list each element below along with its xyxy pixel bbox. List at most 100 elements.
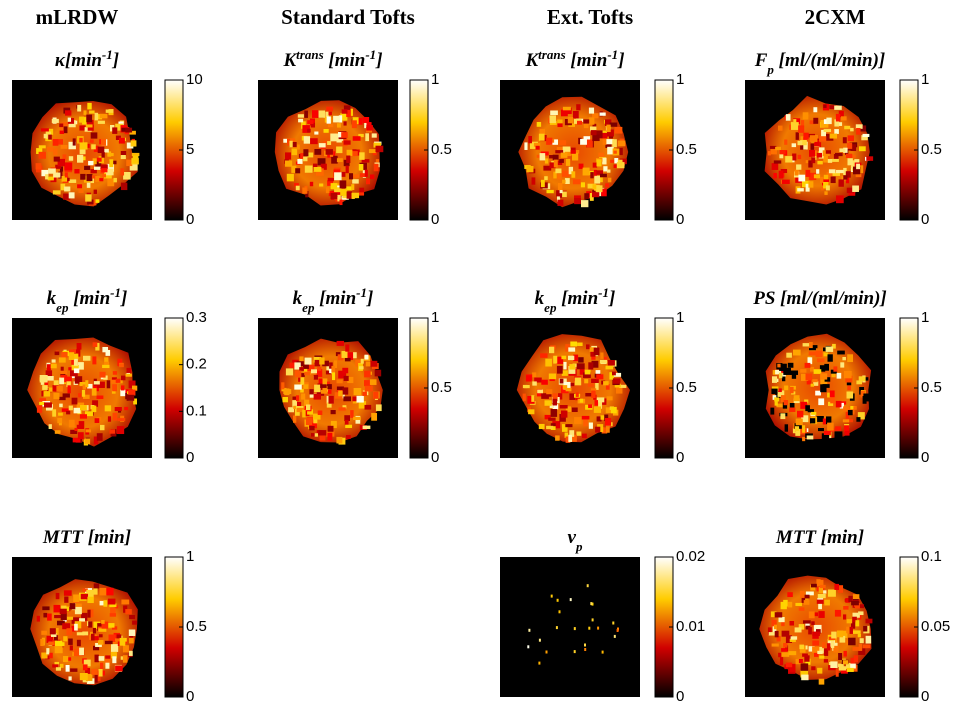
map-pixel: [808, 181, 813, 187]
map-pixel: [602, 158, 606, 165]
map-pixel: [337, 341, 344, 346]
map-pixel: [64, 590, 72, 595]
map-pixel: [105, 655, 110, 658]
map-pixel: [788, 651, 796, 655]
map-pixel: [590, 602, 592, 605]
title-part: -1: [607, 47, 618, 62]
map-pixel: [782, 377, 785, 382]
map-pixel: [121, 183, 127, 190]
map-pixel: [820, 373, 827, 379]
map-pixel: [834, 584, 839, 590]
parameter-map: [745, 318, 885, 458]
map-pixel: [370, 361, 377, 367]
map-pixel: [131, 140, 137, 146]
map-pixel: [106, 588, 113, 596]
map-pixel: [527, 166, 534, 172]
map-pixel: [75, 607, 82, 614]
map-pixel: [327, 433, 332, 441]
title-part: [min: [566, 50, 608, 71]
map-pixel: [100, 425, 104, 430]
map-pixel: [608, 178, 612, 183]
map-pixel: [824, 600, 830, 606]
map-pixel: [97, 433, 103, 441]
map-pixel: [54, 615, 62, 618]
title-part: ep: [544, 300, 557, 315]
map-pixel: [349, 173, 353, 179]
map-pixel: [602, 651, 604, 654]
map-pixel: [837, 631, 843, 638]
map-pixel: [784, 386, 788, 391]
map-pixel: [99, 588, 106, 596]
map-pixel: [523, 394, 526, 402]
map-pixel: [87, 182, 91, 187]
title-part: -1: [102, 47, 113, 62]
map-pixel: [124, 407, 128, 410]
parameter-map: [500, 557, 640, 697]
map-pixel: [826, 347, 834, 352]
map-pixel: [70, 603, 76, 609]
map-pixel: [314, 394, 321, 400]
map-pixel: [850, 627, 853, 634]
map-pixel: [65, 173, 68, 178]
map-pixel: [300, 377, 304, 385]
map-pixel: [566, 159, 570, 166]
map-pixel: [64, 187, 70, 192]
parameter-map: [12, 318, 152, 458]
map-pixel: [42, 385, 48, 390]
map-pixel: [284, 388, 289, 395]
map-pixel: [805, 363, 811, 368]
map-pixel: [557, 366, 563, 374]
map-pixel: [332, 372, 335, 380]
map-pixel: [100, 114, 108, 119]
map-pixel: [342, 368, 348, 373]
map-pixel: [53, 149, 57, 156]
map-pixel: [84, 166, 90, 170]
map-pixel: [105, 663, 109, 669]
map-pixel: [337, 123, 341, 127]
map-pixel: [127, 395, 135, 401]
map-pixel: [41, 128, 49, 131]
map-pixel: [53, 393, 59, 399]
map-pixel: [550, 115, 556, 123]
map-pixel: [779, 617, 785, 622]
map-pixel: [586, 140, 593, 148]
map-pixel: [43, 613, 47, 618]
map-pixel: [112, 656, 116, 663]
map-pixel: [848, 638, 855, 646]
map-pixel: [831, 632, 836, 639]
map-pixel: [826, 118, 831, 124]
map-pixel: [557, 147, 563, 151]
map-pixel: [42, 606, 49, 610]
map-pixel: [854, 159, 859, 162]
map-pixel: [847, 354, 853, 362]
title-part: -1: [356, 285, 367, 300]
figure: mLRDWStandard ToftsExt. Tofts2CXMκ[min-1…: [0, 0, 955, 705]
map-pixel: [120, 168, 124, 175]
map-pixel: [82, 632, 88, 636]
map-pixel: [545, 400, 552, 405]
title-part: -1: [110, 285, 121, 300]
map-pixel: [94, 190, 97, 194]
map-pixel: [546, 389, 552, 394]
map-pixel: [61, 613, 67, 620]
map-pixel: [376, 159, 379, 162]
colorbar-tick-label: 0.5: [921, 379, 942, 396]
map-pixel: [614, 151, 617, 154]
map-pixel: [779, 154, 783, 158]
map-pixel: [344, 140, 351, 144]
map-pixel: [77, 155, 83, 163]
map-pixel: [796, 132, 799, 140]
map-pixel: [80, 174, 85, 180]
map-pixel: [562, 171, 570, 177]
map-pixel: [581, 182, 585, 187]
map-pixel: [820, 585, 826, 588]
map-pixel: [67, 617, 74, 620]
map-pixel: [126, 160, 132, 166]
map-pixel: [797, 188, 804, 191]
map-pixel: [811, 584, 817, 588]
map-pixel: [605, 183, 609, 187]
map-pixel: [799, 645, 804, 650]
map-pixel: [848, 158, 853, 165]
map-pixel: [790, 621, 795, 626]
map-pixel: [342, 387, 348, 394]
